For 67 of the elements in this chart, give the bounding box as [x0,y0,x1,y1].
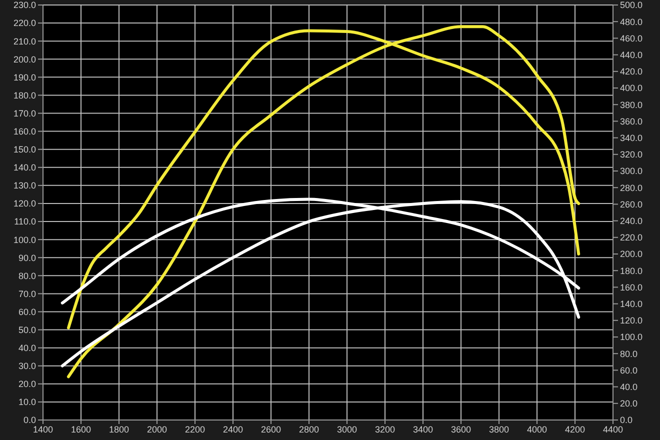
y-tick-label: 190.0 [13,72,36,82]
y-tick-label: 140.0 [13,162,36,173]
y-tick-label: 120.0 [13,198,36,209]
y-tick-label: 110.0 [14,216,36,227]
y2-tick-label: 180.0 [620,266,643,276]
y2-tick-label: 60.0 [620,365,638,376]
y-tick-label: 80.0 [18,270,36,281]
y-tick-label: 230.0 [13,0,36,10]
y2-tick-label: 400.0 [620,83,643,94]
y-tick-label: 180.0 [13,90,36,100]
y-tick-label: 130.0 [13,180,36,191]
x-tick-label: 4000 [526,424,548,434]
x-tick-label: 2600 [260,424,282,434]
y-tick-label: 100.0 [13,234,36,245]
x-tick-label: 1600 [70,424,92,434]
x-tick-label: 3600 [450,424,472,434]
x-tick-label: 4400 [602,424,624,434]
x-tick-label: 2800 [298,424,320,434]
y-tick-label: 40.0 [18,343,36,354]
x-tick-label: 3400 [412,424,434,434]
y-tick-label: 200.0 [13,54,36,64]
y2-tick-label: 80.0 [620,348,638,359]
y2-tick-label: 20.0 [620,398,638,409]
y-tick-label: 220.0 [13,18,36,28]
y-tick-label: 30.0 [18,361,36,372]
y2-tick-label: 440.0 [620,50,643,60]
y-tick-label: 160.0 [13,126,36,136]
y2-tick-label: 360.0 [620,116,643,126]
y2-tick-label: 260.0 [620,199,643,210]
y2-tick-label: 280.0 [620,182,643,193]
y2-tick-label: 220.0 [620,232,643,243]
y2-tick-label: 160.0 [620,282,643,292]
y2-tick-label: 340.0 [620,132,643,143]
y2-tick-label: 0.0 [620,415,633,426]
y2-tick-label: 40.0 [620,382,638,392]
y2-tick-label: 320.0 [620,150,643,160]
y2-tick-label: 200.0 [620,249,643,260]
y-tick-label: 150.0 [13,144,36,155]
y-tick-label: 70.0 [18,288,36,299]
y2-tick-label: 420.0 [620,66,643,77]
x-tick-label: 4200 [564,424,586,434]
y2-tick-label: 500.0 [620,0,643,10]
y2-tick-label: 380.0 [620,100,643,110]
y-tick-label: 210.0 [13,36,36,46]
x-tick-label: 1400 [32,424,54,434]
y-tick-label: 50.0 [18,324,36,335]
y-tick-label: 170.0 [13,108,36,118]
x-tick-label: 3800 [488,424,510,434]
y-tick-label: 90.0 [18,252,36,263]
y2-tick-label: 140.0 [620,298,643,309]
x-tick-label: 3200 [374,424,396,434]
y-tick-label: 10.0 [18,397,36,408]
x-tick-label: 1800 [108,424,130,434]
x-tick-label: 2400 [222,424,244,434]
y2-tick-label: 480.0 [620,16,643,27]
y2-tick-label: 300.0 [620,166,643,176]
y2-tick-label: 240.0 [620,216,643,226]
y2-tick-label: 100.0 [620,332,643,342]
line-series [60,200,580,368]
y2-tick-label: 120.0 [620,316,643,326]
y-tick-label: 0.0 [23,415,36,426]
y-tick-label: 60.0 [18,306,36,317]
x-tick-label: 2200 [184,424,206,434]
x-tick-label: 2000 [146,424,168,434]
y-tick-label: 20.0 [18,379,36,390]
x-tick-label: 3000 [336,424,358,434]
y2-tick-label: 460.0 [620,33,643,44]
